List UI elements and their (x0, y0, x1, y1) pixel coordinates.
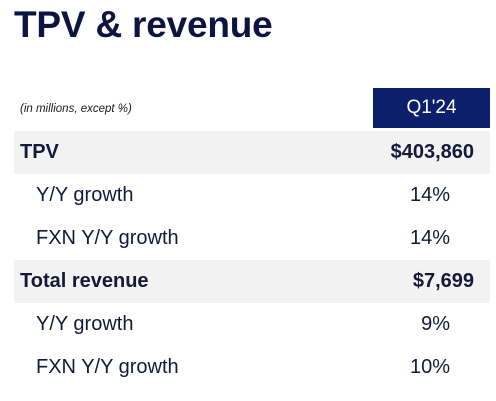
page-title: TPV & revenue (14, 4, 273, 45)
table-row-tpv: TPV $403,860 (14, 131, 490, 174)
row-value: 10% (409, 356, 450, 378)
row-label: FXN Y/Y growth (36, 356, 179, 378)
row-value: $403,860 (390, 141, 474, 163)
row-value: 9% (421, 313, 450, 335)
table-row-tpv-fxn-yy-growth: FXN Y/Y growth 14% (14, 217, 490, 260)
row-value: $7,699 (412, 270, 474, 292)
table-row-revenue-yy-growth: Y/Y growth 9% (14, 303, 490, 346)
row-label: TPV (20, 141, 59, 163)
row-label: Total revenue (20, 270, 149, 292)
row-value: 14% (409, 184, 450, 206)
row-label: Y/Y growth (36, 313, 134, 335)
period-column-header: Q1'24 (373, 88, 490, 128)
table-row-tpv-yy-growth: Y/Y growth 14% (14, 174, 490, 217)
table-row-total-revenue: Total revenue $7,699 (14, 260, 490, 303)
units-note: (in millions, except %) (20, 103, 132, 115)
table-row-revenue-fxn-yy-growth: FXN Y/Y growth 10% (14, 346, 490, 389)
row-value: 14% (409, 227, 450, 249)
row-label: FXN Y/Y growth (36, 227, 179, 249)
row-label: Y/Y growth (36, 184, 134, 206)
